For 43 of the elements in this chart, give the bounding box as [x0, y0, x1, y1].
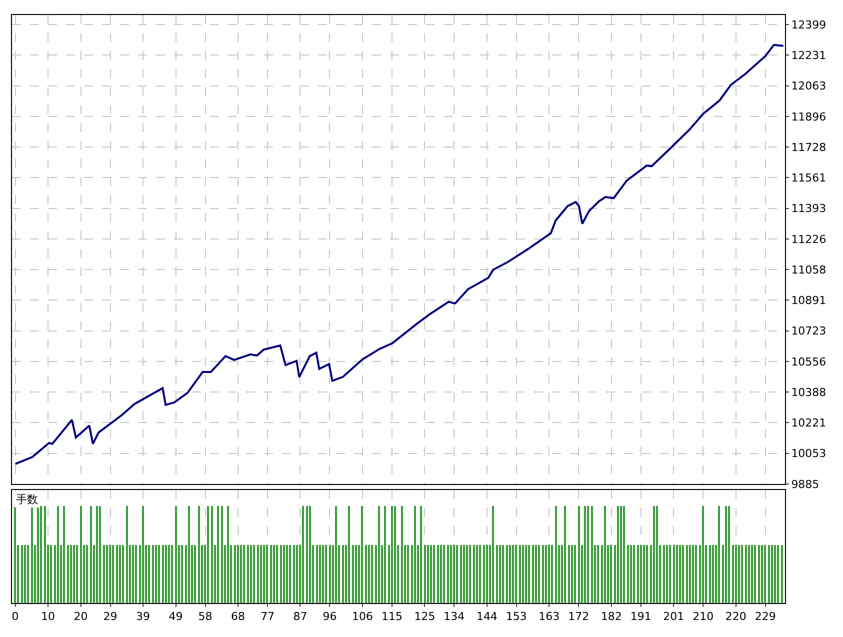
x-tick-label: 172	[568, 610, 590, 624]
y-tick-label: 10053	[791, 447, 826, 460]
y-tick-label: 10891	[791, 294, 826, 307]
y-tick-label: 10723	[791, 324, 826, 338]
y-tick-label: 12063	[791, 80, 826, 93]
x-tick-label: 182	[600, 610, 622, 624]
x-tick-label: 39	[136, 610, 150, 624]
x-tick-label: 29	[103, 610, 118, 624]
x-tick-label: 96	[322, 610, 337, 624]
x-tick-label: 115	[381, 610, 402, 624]
y-tick-label: 12399	[791, 18, 826, 32]
y-tick-label: 10221	[791, 416, 826, 430]
y-tick-label: 9885	[791, 478, 820, 491]
y-tick-label: 11058	[791, 263, 826, 276]
x-tick-label: 229	[754, 610, 776, 624]
y-tick-label: 10556	[791, 355, 826, 368]
y-tick-label: 11393	[791, 202, 826, 216]
x-tick-label: 106	[352, 610, 373, 624]
x-tick-label: 134	[444, 610, 465, 624]
x-tick-label: 201	[663, 610, 684, 624]
x-tick-label: 153	[506, 610, 527, 624]
x-tick-label: 220	[725, 610, 746, 624]
x-tick-label: 58	[198, 610, 212, 624]
y-tick-label: 11728	[791, 140, 826, 154]
x-tick-label: 163	[538, 610, 560, 624]
y-tick-label: 10388	[791, 386, 826, 399]
x-tick-label: 49	[168, 610, 183, 624]
x-tick-label: 191	[630, 610, 652, 624]
chart-title: 手数	[16, 493, 38, 506]
x-tick-label: 10	[41, 610, 56, 624]
x-tick-label: 0	[12, 610, 19, 624]
x-tick-label: 20	[74, 610, 88, 624]
x-tick-label: 87	[293, 610, 308, 624]
x-tick-label: 144	[476, 610, 498, 624]
y-tick-label: 12231	[791, 49, 826, 62]
y-tick-label: 11896	[791, 110, 826, 124]
y-tick-label: 11561	[791, 172, 826, 185]
x-tick-label: 210	[692, 610, 714, 624]
x-tick-label: 125	[414, 610, 436, 624]
y-tick-label: 11226	[791, 232, 826, 246]
x-tick-label: 77	[260, 610, 274, 624]
x-tick-label: 68	[231, 610, 245, 624]
line-series	[14, 44, 784, 465]
